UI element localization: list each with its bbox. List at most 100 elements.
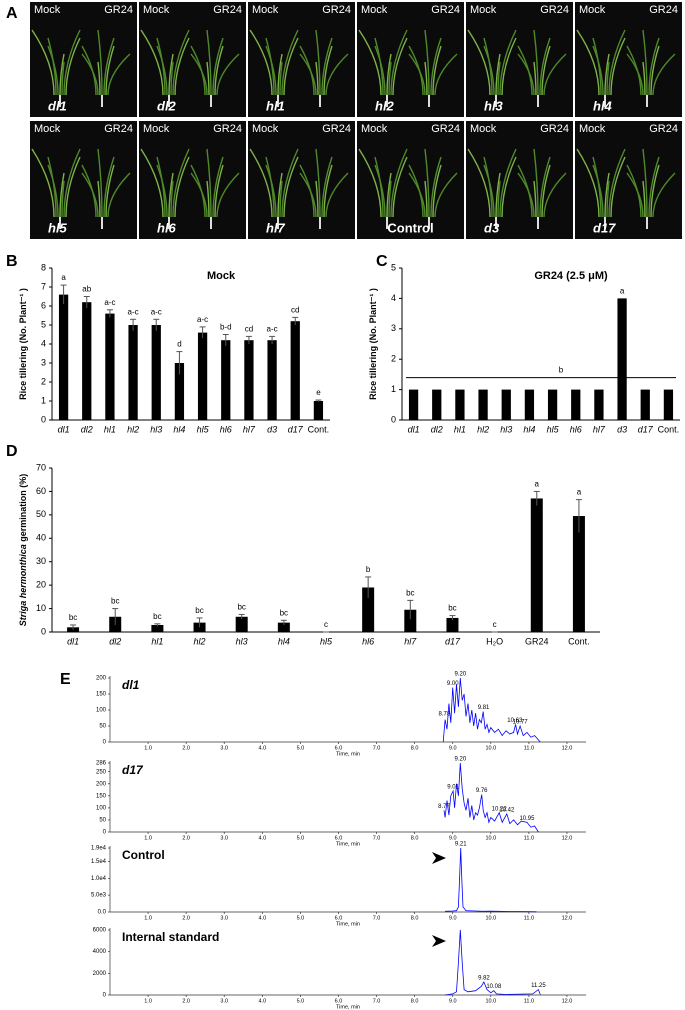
leaf (323, 164, 333, 218)
x-axis-label: Time, min (336, 751, 360, 757)
significance-letter: bc (153, 612, 161, 621)
error-bar (407, 599, 414, 620)
trace (445, 847, 537, 913)
leaf (47, 164, 59, 218)
leaf (105, 45, 115, 96)
peak-label: 8.78 (438, 712, 450, 718)
significance-letter: bc (195, 606, 203, 615)
leaf (206, 29, 212, 96)
photo-left: Mock (470, 123, 497, 135)
leaf (170, 180, 174, 218)
leaf (277, 53, 283, 96)
y-tick-label: 2 (41, 376, 46, 386)
photo-right: GR24 (213, 4, 242, 16)
leaf (392, 37, 408, 96)
trace (443, 762, 539, 833)
x-tick-label: 2.0 (182, 745, 190, 751)
leaf (172, 29, 190, 96)
leaf (140, 29, 164, 96)
leaf (206, 180, 210, 218)
leaf (517, 172, 535, 218)
leaf (499, 29, 517, 96)
photo-left: Mock (361, 4, 388, 16)
x-tick-label: 2.0 (182, 835, 190, 841)
x-tick-label: 2.0 (182, 998, 190, 1004)
photo-bg (139, 2, 246, 117)
x-tick-label: 11.0 (524, 745, 534, 751)
x-tick-label: 12.0 (562, 745, 573, 751)
significance-letter: a (61, 273, 66, 282)
sample-label: d17 (122, 763, 144, 777)
leaf (424, 61, 428, 96)
significance-letter: a-c (104, 298, 115, 307)
bar (446, 617, 459, 632)
error-bar (222, 334, 229, 346)
leaf (424, 148, 430, 218)
x-tick-label: 9.0 (449, 745, 457, 751)
peak-label: 10.42 (499, 807, 515, 813)
x-tick-label: hl5 (320, 636, 333, 646)
leaf (212, 156, 224, 218)
sample-label: dl1 (122, 678, 140, 692)
x-tick-label: Cont. (568, 636, 590, 646)
leaf (61, 61, 65, 96)
trace (445, 929, 541, 996)
x-tick-label: 8.0 (411, 998, 419, 1004)
x-tick-label: 4.0 (258, 835, 266, 841)
leaf (434, 53, 458, 96)
leaf (323, 45, 333, 96)
x-tick-label: 10.0 (485, 835, 496, 841)
x-tick-label: 12.0 (562, 998, 573, 1004)
y-tick-label: 70 (36, 462, 46, 472)
x-tick-label: hl6 (220, 424, 232, 434)
y-axis-label-part: germination (%) (18, 474, 28, 545)
y-tick-label: 5.0e3 (91, 893, 107, 899)
leaf (606, 180, 610, 218)
leaf (212, 37, 224, 96)
photo-bg (357, 2, 464, 117)
leaf (541, 45, 551, 96)
photo-right: GR24 (431, 123, 460, 135)
y-tick-label: 3 (41, 357, 46, 367)
peak-label: 9.21 (455, 842, 467, 848)
leaf (533, 148, 539, 218)
x-tick-label: GR24 (525, 636, 549, 646)
photo-left: Mock (361, 123, 388, 135)
x-tick-label: hl3 (236, 636, 248, 646)
significance-letter: cd (291, 306, 299, 315)
bar (530, 498, 543, 632)
significance-letter: d (177, 340, 181, 349)
x-tick-label: 1.0 (144, 915, 152, 921)
x-tick-label: hl7 (593, 424, 606, 434)
x-tick-label: dl1 (408, 424, 420, 434)
photo: Mock GR24 hl7 (248, 121, 355, 239)
x-tick-label: 5.0 (297, 745, 305, 751)
x-tick-label: 4.0 (258, 915, 266, 921)
x-tick-label: 3.0 (220, 835, 228, 841)
bar (58, 294, 69, 420)
photo-label: d17 (593, 220, 616, 235)
y-tick-label: 0.0 (98, 910, 107, 916)
leaf (497, 180, 501, 218)
photo-bg (139, 121, 246, 239)
x-axis-label: Time, min (336, 841, 360, 847)
leaf (103, 37, 115, 96)
x-tick-label: hl7 (404, 636, 417, 646)
y-tick-label: 6000 (93, 928, 107, 934)
x-tick-label: 11.0 (524, 998, 534, 1004)
peak-label: 10.95 (519, 816, 535, 822)
bar (524, 389, 535, 420)
significance-letter: bc (448, 604, 456, 613)
bar (432, 389, 442, 420)
significance-letter: c (324, 620, 328, 629)
leaf (517, 53, 535, 96)
photo-label: hl5 (48, 220, 68, 235)
x-tick-label: d17 (638, 424, 654, 434)
significance-letter: a-c (197, 315, 208, 324)
leaf (374, 45, 386, 96)
x-tick-label: 6.0 (335, 915, 343, 921)
y-tick-label: 1.5e4 (91, 859, 107, 865)
photo-bg (30, 121, 137, 239)
photo-label: d3 (484, 220, 500, 235)
error-bar (153, 318, 160, 331)
